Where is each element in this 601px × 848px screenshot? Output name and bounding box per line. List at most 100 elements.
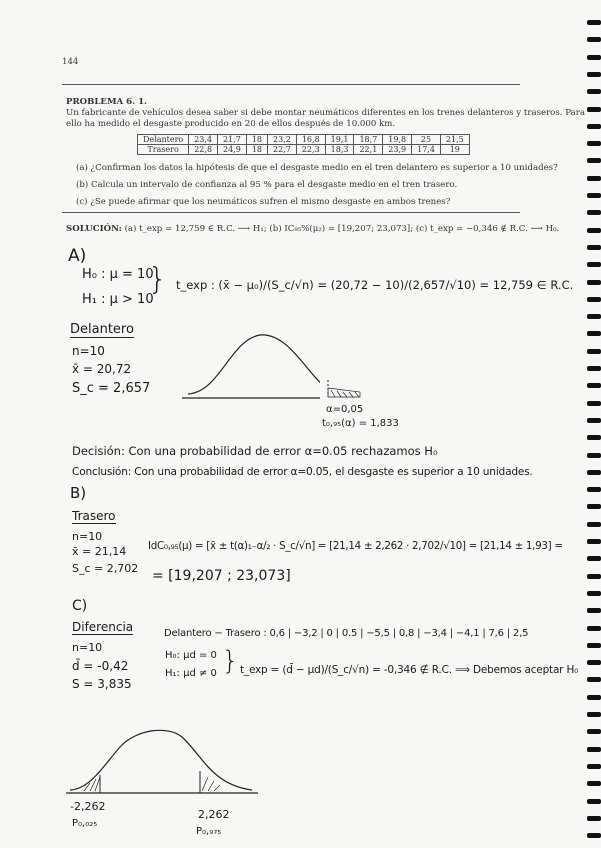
rejection-region — [327, 380, 361, 398]
table-cell: 25 — [411, 134, 441, 145]
table-cell: 23,2 — [267, 134, 297, 145]
spiral-ring — [587, 106, 601, 112]
spiral-ring — [587, 746, 601, 752]
h0: H₀: μd = 0 — [165, 650, 217, 661]
sample-n: n=10 — [72, 530, 103, 543]
spiral-ring — [587, 521, 601, 527]
spiral-ring — [587, 175, 601, 181]
table-row: Delantero 23,4 21,7 18 23,2 16,8 19,1 18,7 19,8 2… — [136, 134, 470, 145]
spiral-ring — [587, 348, 601, 354]
spiral-ring — [587, 625, 601, 631]
spiral-ring — [587, 20, 601, 25]
spiral-ring — [587, 590, 601, 596]
part-c-heading: C) — [72, 598, 88, 614]
solution-text: (a) t_exp = 12,759 ∈ R.C. ⟶ H₁; (b) IC₉₅… — [124, 224, 560, 234]
sample-mean: x̄ = 21,14 — [72, 545, 127, 558]
spiral-ring — [587, 694, 601, 700]
spiral-ring — [587, 642, 601, 648]
spiral-ring — [587, 89, 601, 95]
spiral-ring — [587, 366, 601, 371]
spiral-ring — [587, 227, 601, 233]
spiral-ring — [587, 262, 601, 268]
spiral-ring — [587, 54, 601, 60]
spiral-ring — [587, 573, 601, 579]
page-number: 144 — [62, 57, 79, 67]
sample-sc: S_c = 2,657 — [72, 381, 151, 396]
problem-statement: Un fabricante de vehículos desea saber s… — [66, 108, 585, 118]
divider — [62, 212, 520, 213]
t-exp-formula: t_exp = (d̄ − μd)/(S_c/√n) = -0,346 ∉ R.… — [240, 664, 579, 676]
spiral-ring — [587, 781, 601, 787]
divider — [62, 84, 520, 85]
critical-value: t₀,₉₅(α) = 1,833 — [322, 418, 399, 429]
t-exp-formula: t_exp : (x̄ − μ₀)/(S_c/√n) = (20,72 − 10… — [176, 278, 574, 292]
sample-title: Diferencia — [72, 620, 134, 635]
table-cell: 21,5 — [439, 134, 470, 145]
table-row: Trasero 22,8 24,9 18 22,7 22,3 18,3 22,1 23,9 17,… — [136, 144, 470, 155]
sample-sc: S_c = 2,702 — [72, 562, 139, 575]
spiral-ring — [587, 331, 601, 337]
part-a-heading: A) — [68, 246, 87, 266]
spiral-ring — [587, 608, 601, 614]
spiral-ring — [587, 798, 601, 804]
spiral-ring — [587, 193, 601, 198]
spiral-ring — [587, 660, 601, 666]
spiral-ring — [587, 158, 601, 164]
right-critical-value: 2,262 — [198, 808, 230, 821]
solution: SOLUCIÓN: (a) t_exp = 12,759 ∈ R.C. ⟶ H₁… — [66, 224, 559, 234]
spiral-ring — [587, 314, 601, 320]
table-cell: 18 — [245, 134, 269, 145]
sample-title: Delantero — [70, 322, 134, 338]
spiral-ring — [587, 71, 601, 77]
confidence-interval-result: = [19,207 ; 23,073] — [152, 568, 291, 584]
two-tailed-distribution-curve — [66, 729, 258, 794]
table-cell: 18,3 — [324, 144, 355, 155]
spiral-ring — [587, 556, 601, 562]
h1: H₁ : μ > 10 — [82, 292, 154, 307]
spiral-ring — [587, 279, 601, 285]
left-percentile: P₀,₀₂₅ — [72, 818, 98, 829]
spiral-ring — [587, 504, 601, 510]
table-cell: 22,1 — [353, 144, 384, 155]
table-cell: 19,8 — [382, 134, 413, 145]
data-table: Delantero 23,4 21,7 18 23,2 16,8 19,1 18,7 19,8 2… — [136, 134, 470, 155]
spiral-ring — [587, 729, 601, 735]
h1: H₁: μd ≠ 0 — [165, 668, 217, 679]
table-cell: 22,7 — [267, 144, 297, 155]
row-label: Trasero — [136, 144, 190, 155]
table-cell: 17,4 — [411, 144, 441, 155]
sample-mean: d̄ = -0,42 — [72, 659, 129, 673]
table-cell: 19 — [439, 144, 470, 155]
table-cell: 21,7 — [217, 134, 247, 145]
spiral-ring — [587, 452, 601, 458]
spiral-ring — [587, 37, 601, 43]
spiral-ring — [587, 763, 601, 769]
sample-n: n=10 — [72, 344, 105, 358]
question-a: (a) ¿Confirman los datos la hipótesis de… — [76, 163, 558, 173]
sample-sd: S = 3,835 — [72, 677, 132, 691]
conclusion: Conclusión: Con una probabilidad de erro… — [72, 466, 533, 478]
table-cell: 22,8 — [188, 144, 219, 155]
spiral-ring — [587, 210, 601, 216]
right-percentile: P₀,₉₇₅ — [196, 826, 222, 837]
t-distribution-curve — [182, 334, 320, 399]
spiral-ring — [587, 244, 601, 250]
spiral-ring — [587, 123, 601, 129]
table-cell: 18,7 — [353, 134, 384, 145]
sample-n: n=10 — [72, 641, 103, 654]
spiral-ring — [587, 487, 601, 493]
table-cell: 16,8 — [295, 134, 326, 145]
spiral-ring — [587, 141, 601, 147]
spiral-ring — [587, 833, 601, 839]
table-cell: 23,4 — [188, 134, 219, 145]
spiral-ring — [587, 469, 601, 475]
question-c: (c) ¿Se puede afirmar que los neumáticos… — [76, 197, 451, 207]
spiral-ring — [587, 435, 601, 441]
spiral-ring — [587, 677, 601, 683]
table-cell: 22,3 — [295, 144, 326, 155]
alpha-label: α=0,05 — [326, 404, 364, 415]
spiral-ring — [587, 539, 601, 544]
part-b-heading: B) — [70, 484, 87, 502]
table-cell: 23,9 — [382, 144, 413, 155]
spiral-ring — [587, 712, 601, 717]
